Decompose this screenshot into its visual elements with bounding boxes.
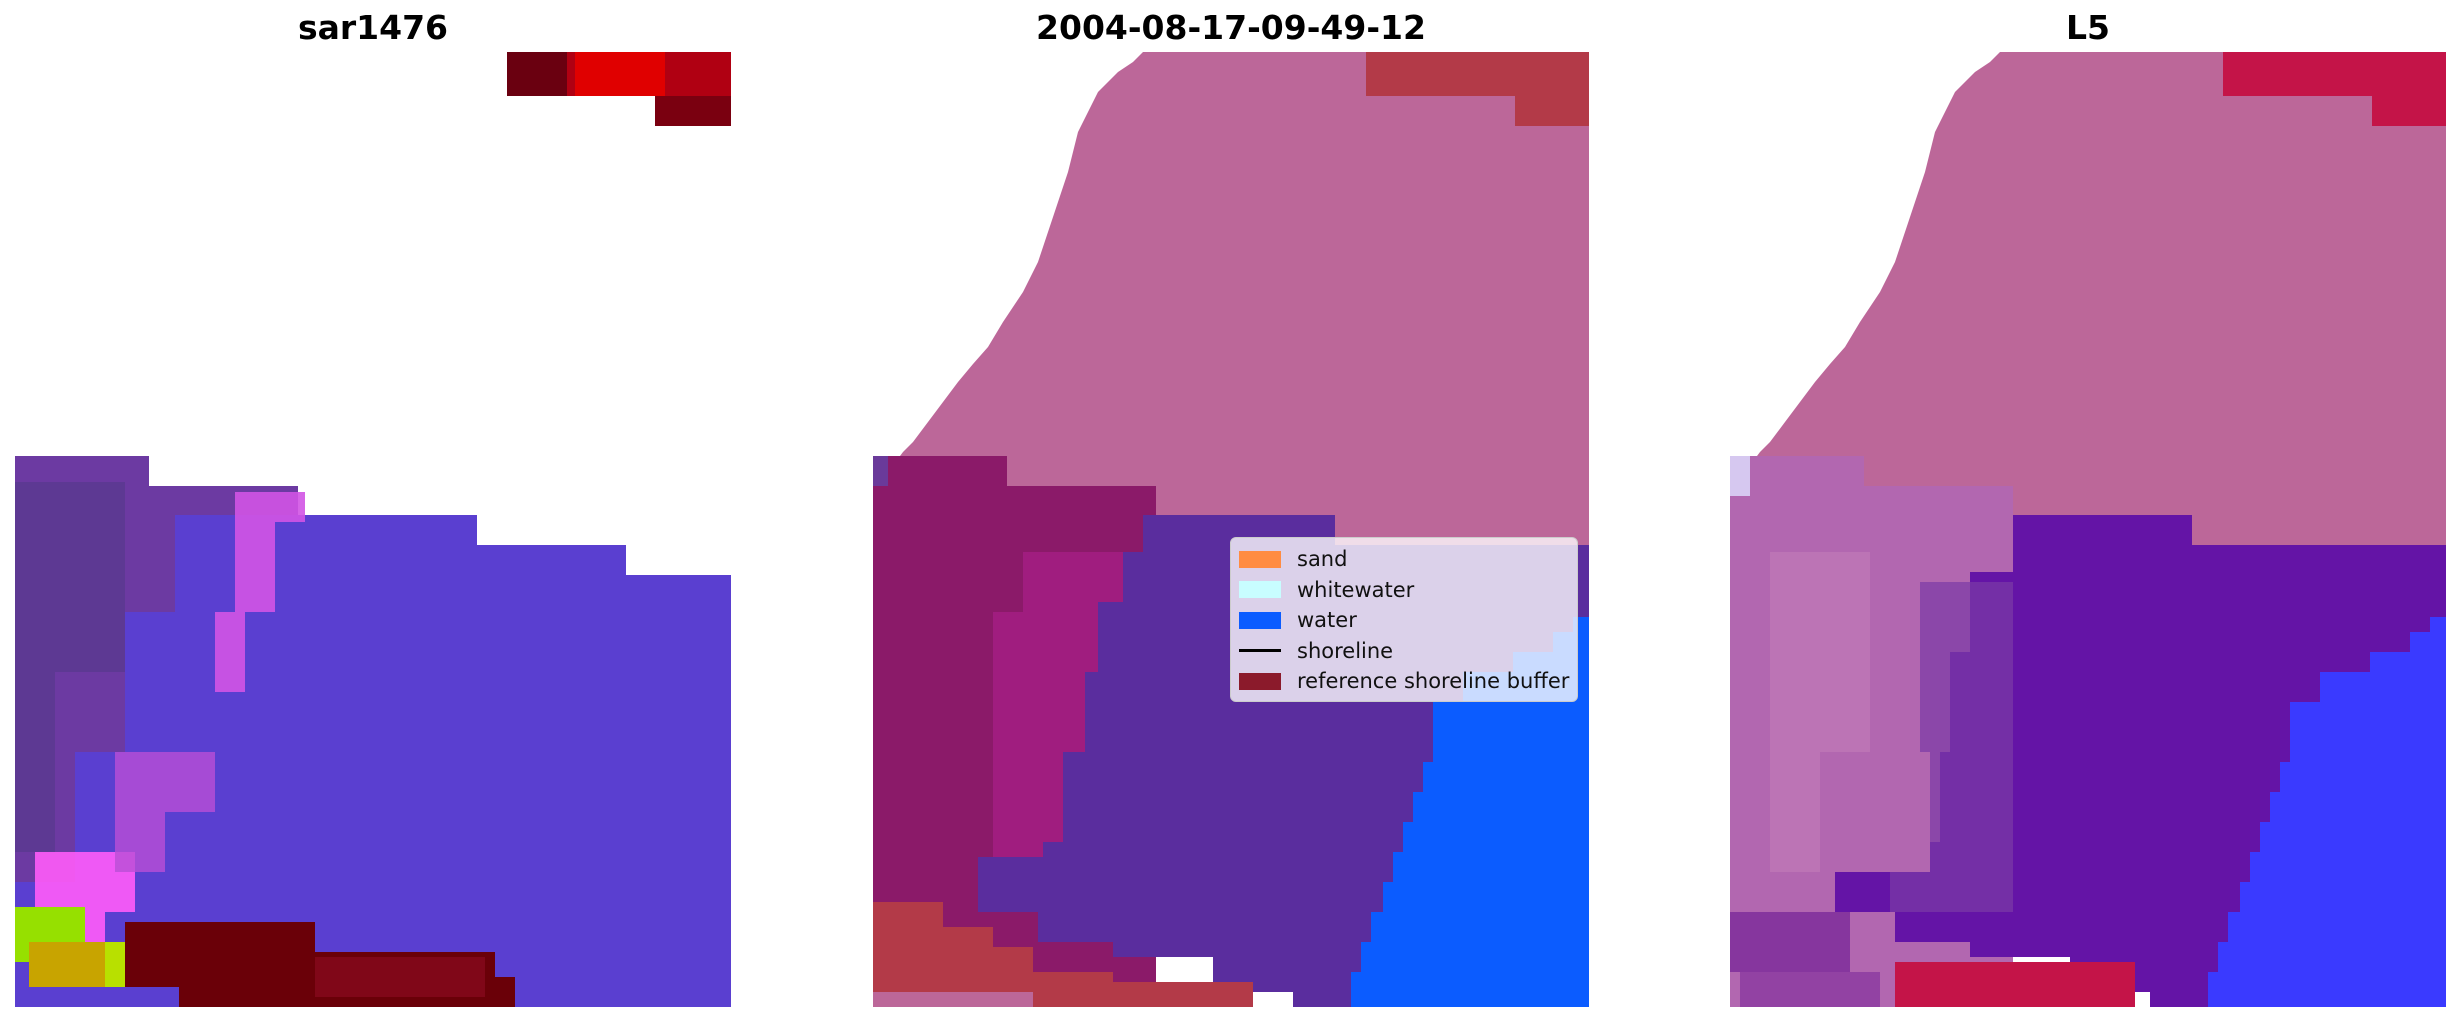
legend-swatch-water (1239, 611, 1281, 629)
legend-item-shoreline: shoreline (1239, 636, 1569, 667)
panel-title-sar1476: sar1476 (297, 8, 449, 47)
crimson-strip-bottom (1895, 962, 2135, 1007)
legend-swatch-sand (1239, 550, 1281, 568)
legend-item-water: water (1239, 605, 1569, 636)
legend-label-sand: sand (1297, 547, 1348, 572)
land-overlay-l5 (1730, 52, 2446, 572)
legend-label-buffer: reference shoreline buffer (1297, 669, 1570, 694)
classification-panel (873, 52, 1589, 1007)
rgb-image (15, 52, 731, 1007)
water-l5 (2208, 617, 2446, 1007)
scene-area (15, 456, 731, 1007)
legend: sand whitewater water shoreline referenc… (1230, 537, 1578, 702)
rgb-image-panel (15, 52, 731, 1007)
legend-swatch-shoreline (1239, 649, 1281, 653)
land-overlay (873, 52, 1589, 572)
legend-item-sand: sand (1239, 544, 1569, 575)
panel-title-date: 2004-08-17-09-49-12 (1036, 8, 1426, 47)
legend-swatch-buffer (1239, 672, 1281, 690)
legend-item-buffer: reference shoreline buffer (1239, 666, 1569, 697)
legend-label-water: water (1297, 608, 1357, 633)
buffer-bottom (873, 902, 1253, 1007)
legend-swatch-whitewater (1239, 581, 1281, 599)
legend-label-whitewater: whitewater (1297, 577, 1415, 602)
classification-map (873, 52, 1589, 1007)
panel-title-l5: L5 (2066, 8, 2110, 47)
l5-image (1730, 52, 2446, 1007)
water-area (1351, 617, 1589, 1007)
legend-item-whitewater: whitewater (1239, 575, 1569, 606)
legend-label-shoreline: shoreline (1297, 638, 1394, 663)
l5-panel (1730, 52, 2446, 1007)
crimson-patch-top (2223, 52, 2446, 96)
buffer-top (1366, 52, 1589, 96)
